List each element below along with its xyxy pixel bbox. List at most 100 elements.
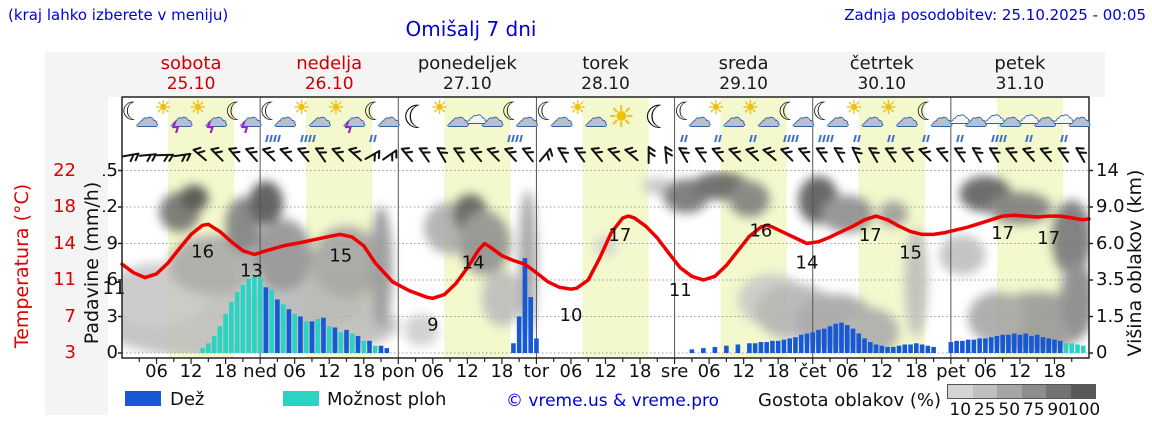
rain-bar <box>896 345 902 353</box>
rain-bar <box>712 346 718 353</box>
wind-barb <box>728 146 742 162</box>
last-update-text: Zadnja posodobitev: 25.10.2025 - 00:05 <box>844 6 1146 24</box>
wind-barb <box>936 147 949 163</box>
rain-bar <box>735 344 741 353</box>
wind-barb <box>607 146 621 162</box>
temperature-value-label: 17 <box>991 223 1014 244</box>
time-axis-label: 18 <box>490 361 514 382</box>
weather-icon-sun-cloud-drizzle: ☀ ☁ <box>707 97 745 145</box>
time-axis-label: pet <box>936 361 966 382</box>
wind-barb <box>1075 147 1088 163</box>
rain-bar <box>298 316 303 353</box>
temperature-value-label: 14 <box>462 253 485 274</box>
time-axis-label: pon <box>381 361 416 382</box>
shower-bar <box>211 335 217 353</box>
page-title: Omišalj 7 dni <box>405 17 537 41</box>
rain-bar <box>948 342 954 353</box>
rain-bar <box>534 338 539 353</box>
temperature-value-label: 17 <box>608 225 631 246</box>
sun-glyph: ☀ <box>154 97 172 119</box>
temperature-value-label: 17 <box>1037 228 1060 249</box>
cloud-glyph: ☁ <box>1067 106 1091 132</box>
copyright-link[interactable]: © vreme.us & vreme.pro <box>506 391 720 411</box>
rain-glyph <box>887 135 895 142</box>
time-axis-label: 12 <box>594 361 617 382</box>
rain-bar <box>1057 340 1063 353</box>
bolt-glyph: ϟ <box>205 119 216 137</box>
cloud-glyph: ☁ <box>480 106 504 132</box>
time-axis-label: 06 <box>697 361 721 382</box>
rain-bar <box>511 343 516 353</box>
rain-glyph <box>679 135 688 142</box>
cloud-glyph: ☁ <box>273 106 297 132</box>
shower-legend-label: Možnost ploh <box>327 389 447 410</box>
rain-bar <box>275 299 280 353</box>
density-scale-value: 50 <box>998 400 1021 420</box>
cloud-glyph: ☁ <box>687 106 711 132</box>
time-axis-label: 18 <box>766 361 790 382</box>
wind-barb <box>138 153 157 163</box>
weather-icon-night-cloud-rain: ☾ ☁ <box>501 99 539 145</box>
wind-barb <box>918 146 932 162</box>
wind-barb <box>647 146 656 164</box>
rain-bar <box>988 337 994 353</box>
time-axis-label: 12 <box>317 361 341 382</box>
wind-barb <box>868 147 880 163</box>
wind-barb <box>348 146 363 162</box>
day-name: sreda <box>718 53 769 74</box>
wind-barb <box>538 147 554 163</box>
bolt-glyph: ϟ <box>343 119 354 137</box>
density-swatch <box>1046 385 1071 398</box>
cloud-glyph: ☁ <box>1033 106 1057 132</box>
cloud2-glyph: ☁ <box>983 104 1005 128</box>
rain-glyph <box>265 135 282 142</box>
rain-bar <box>960 340 965 353</box>
shower-bar <box>372 345 378 353</box>
rain-bar <box>367 340 372 353</box>
wind-barb <box>1057 147 1070 163</box>
rain-bar <box>890 346 896 353</box>
time-axis-label: 06 <box>559 361 583 382</box>
sun-glyph: ☀ <box>292 97 310 119</box>
cloud2-glyph: ☁ <box>465 104 487 128</box>
wind-barb <box>953 147 966 163</box>
rain-legend-label: Dež <box>170 389 205 410</box>
rain-glyph <box>921 135 930 142</box>
cloud-blob <box>968 292 1026 344</box>
cloud-blob <box>729 181 770 217</box>
sun-glyph: ☀ <box>880 97 898 119</box>
figure-header-strip <box>45 52 1105 97</box>
rain-bar <box>770 340 775 353</box>
cloud-glyph: ☁ <box>998 106 1022 132</box>
wind-barb <box>279 146 293 162</box>
day-name: nedelja <box>296 53 363 74</box>
cloud-height-tick-label: 0 <box>1096 342 1108 363</box>
sun-glyph: ☀ <box>707 97 725 119</box>
wind-barb <box>245 147 258 162</box>
weather-icon-sun-cloud-drizzle: ☀ ☁ <box>846 99 884 145</box>
rain-bar <box>971 339 977 353</box>
cloud-glyph: ☁ <box>135 106 159 132</box>
cloud-blob <box>404 314 439 346</box>
temperature-value-label: 11 <box>669 280 692 301</box>
time-axis-label: 06 <box>145 361 168 382</box>
weather-icon-night-cloud: ☾ ☁ <box>536 99 573 145</box>
wind-barb <box>557 147 570 163</box>
time-axis-label: 06 <box>973 361 997 382</box>
moon-big-glyph: ☾ <box>644 98 673 136</box>
temperature-value-label: 11 <box>103 278 126 299</box>
shower-bar <box>200 348 205 353</box>
time-axis-label: 06 <box>283 361 307 382</box>
day-name: torek <box>582 53 629 74</box>
cloud-glyph: ☁ <box>515 106 539 132</box>
location-menu-hint[interactable]: (kraj lahko izberete v meniju) <box>8 6 229 24</box>
cloud-glyph: ☁ <box>929 106 953 132</box>
cloud-height-tick-label: 1.5 <box>1096 305 1125 327</box>
weather-icon-night-cloud-rain: ☾ ☁ <box>812 99 849 145</box>
rain-bar <box>793 337 798 353</box>
temperature-value-label: 13 <box>240 261 263 282</box>
day-name: petek <box>994 53 1046 74</box>
day-date: 29.10 <box>719 74 768 94</box>
rain-bar <box>844 325 850 353</box>
rain-bar <box>827 326 833 353</box>
